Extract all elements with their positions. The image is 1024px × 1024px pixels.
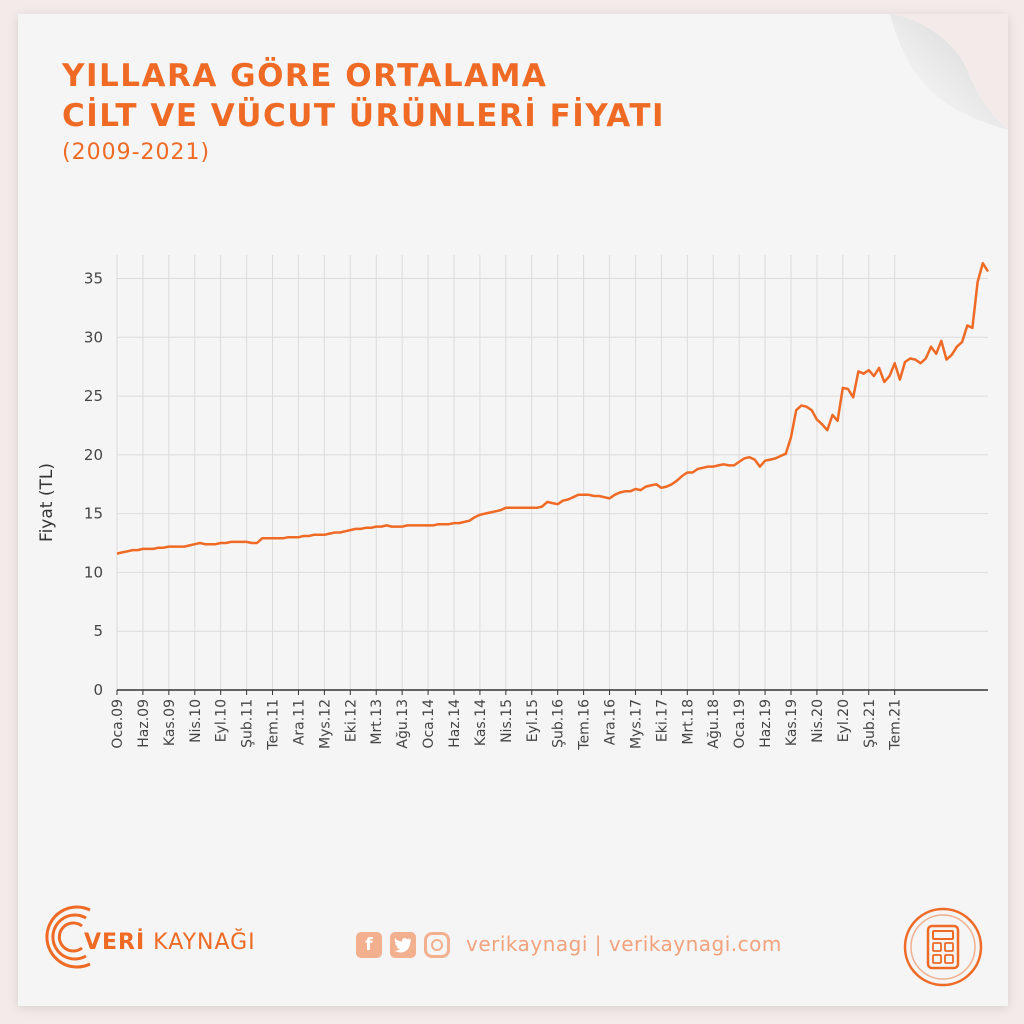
- x-tick-label: Tem.11: [266, 699, 282, 751]
- y-axis-label: Fiyat (TL): [37, 463, 57, 542]
- y-tick-label: 35: [84, 270, 103, 288]
- x-tick-label: Eyl.15: [525, 699, 541, 742]
- x-tick-label: Nis.15: [499, 699, 515, 743]
- x-tick-label: Nis.20: [810, 699, 826, 743]
- y-tick-label: 5: [93, 622, 103, 640]
- line-chart: 0 5 10 15 20 25 30 35 Oca.09 Haz.09 Kas.09 Nis.10 E…: [37, 255, 990, 751]
- brand-suffix: KAYNAĞI: [145, 930, 256, 955]
- y-axis-ticks: 0 5 10 15 20 25 30 35: [84, 270, 103, 699]
- x-tick-label: Mys.17: [628, 699, 644, 749]
- page-curl-decoration: [890, 14, 1008, 130]
- x-tick-label: Oca.14: [421, 699, 437, 749]
- social-handle-text: verikaynagi | verikaynagi.com: [466, 932, 782, 956]
- x-tick-label: Ara.11: [291, 699, 307, 745]
- x-tick-label: Kas.09: [162, 699, 178, 746]
- brand-prefix: VERİ: [84, 930, 146, 955]
- x-tick-label: Mrt.18: [680, 699, 696, 745]
- x-tick-label: Haz.14: [447, 699, 463, 748]
- vertical-gridlines: [116, 255, 896, 690]
- y-tick-label: 0: [93, 681, 103, 699]
- x-tick-label: Kas.19: [784, 699, 800, 746]
- x-tick-label: Eki.12: [343, 699, 359, 742]
- chart-subtitle: (2009-2021): [62, 140, 211, 165]
- x-tick-label: Nis.10: [188, 699, 204, 743]
- y-tick-label: 25: [84, 387, 103, 405]
- chart-title-line2: CİLT VE VÜCUT ÜRÜNLERİ FİYATI: [62, 98, 666, 134]
- social-icons: f: [356, 932, 450, 958]
- x-tick-label: Ağu.13: [395, 699, 411, 749]
- x-tick-label: Şub.11: [240, 699, 256, 748]
- x-tick-label: Oca.19: [732, 699, 748, 749]
- y-tick-label: 10: [84, 563, 103, 581]
- x-tick-label: Eki.17: [654, 699, 670, 742]
- x-tick-label: Kas.14: [473, 699, 489, 746]
- veri-kaynagi-logo-icon: [45, 905, 91, 969]
- x-tick-label: Ağu.18: [706, 699, 722, 749]
- x-tick-label: Tem.21: [888, 699, 904, 751]
- chart-title-line1: YILLARA GÖRE ORTALAMA: [62, 58, 548, 94]
- x-tick-label: Şub.16: [551, 699, 567, 748]
- x-tick-label: Mys.12: [317, 699, 333, 749]
- x-tick-label: Oca.09: [110, 699, 126, 749]
- x-axis-ticks: Oca.09 Haz.09 Kas.09 Nis.10 Eyl.10 Şub.11 Tem.…: [110, 690, 904, 751]
- brand-name: VERİ KAYNAĞI: [84, 930, 256, 955]
- y-tick-label: 30: [84, 328, 103, 346]
- x-tick-label: Tem.16: [577, 699, 593, 751]
- twitter-icon[interactable]: [390, 932, 416, 958]
- horizontal-gridlines: [117, 278, 988, 632]
- y-tick-label: 20: [84, 446, 103, 464]
- y-tick-label: 15: [84, 505, 103, 523]
- series-line-fiyat: [116, 261, 990, 555]
- x-tick-label: Haz.09: [136, 699, 152, 748]
- calculator-icon: [903, 907, 983, 987]
- x-tick-label: Haz.19: [758, 699, 774, 748]
- x-tick-label: Ara.16: [603, 699, 619, 745]
- instagram-icon[interactable]: [424, 932, 450, 958]
- x-tick-label: Eyl.20: [836, 699, 852, 742]
- x-tick-label: Mrt.13: [369, 699, 385, 745]
- facebook-icon[interactable]: f: [356, 932, 382, 958]
- x-tick-label: Şub.21: [862, 699, 878, 748]
- x-tick-label: Eyl.10: [214, 699, 230, 742]
